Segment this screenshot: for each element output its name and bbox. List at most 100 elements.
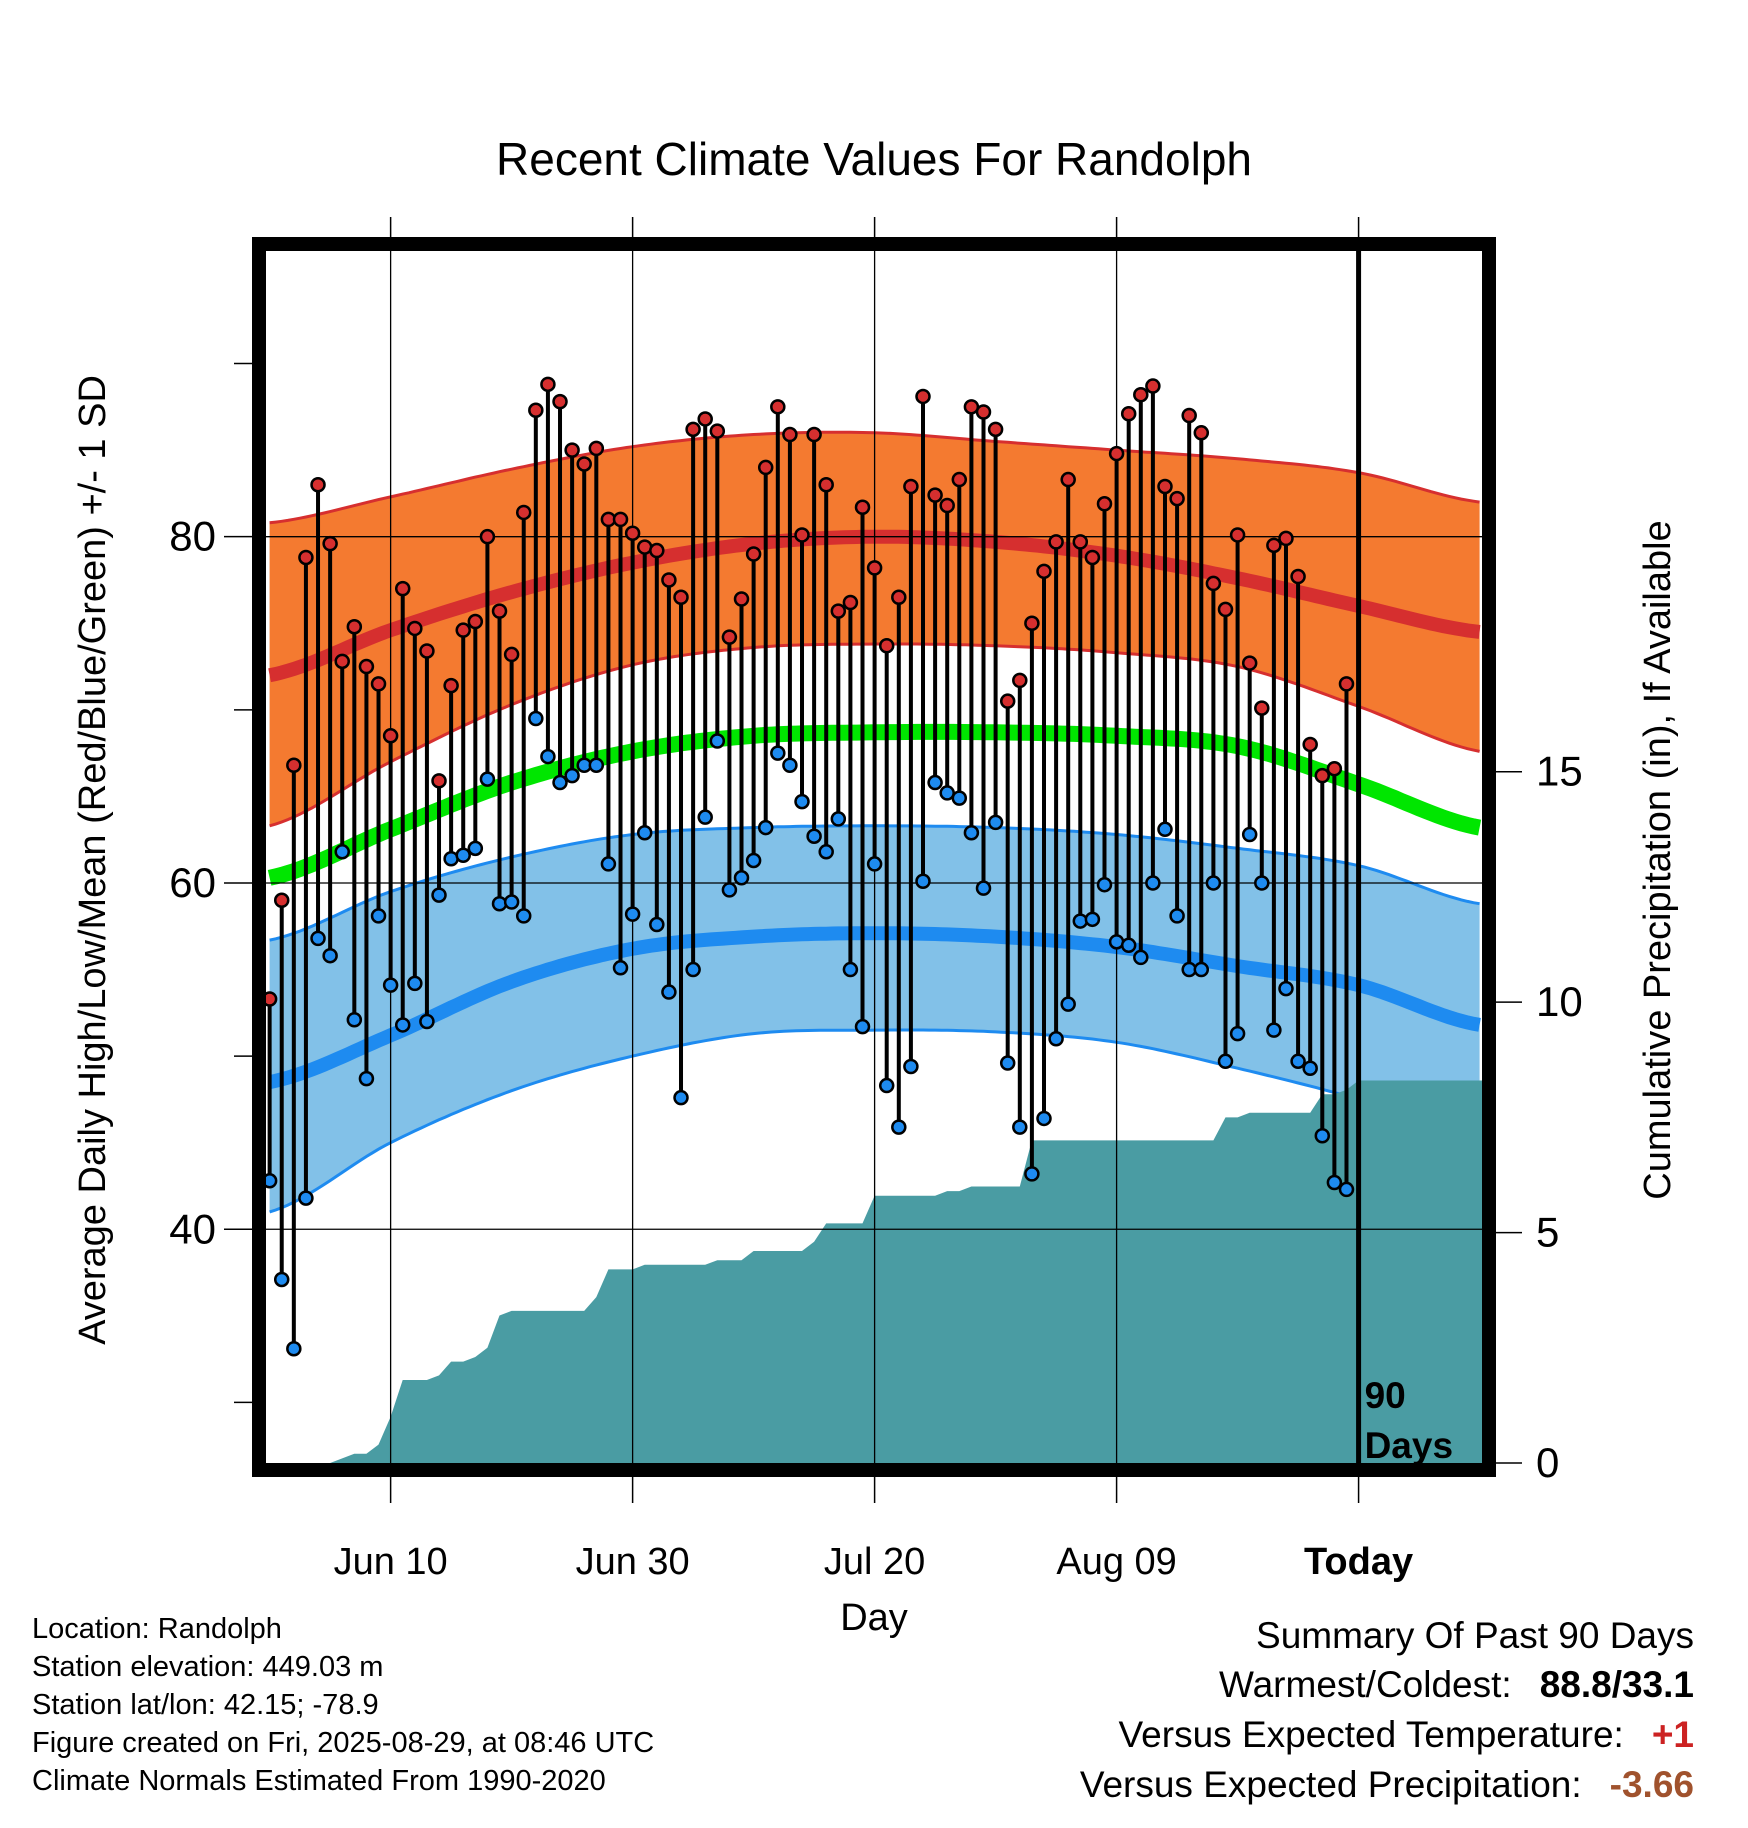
daily-low-point	[431, 887, 447, 903]
daily-high-point	[1181, 407, 1197, 424]
y-tick-label: 80	[169, 513, 216, 560]
daily-high-point	[612, 511, 629, 528]
daily-low-point	[866, 856, 883, 872]
daily-high-point	[878, 638, 895, 654]
daily-high-point	[1096, 496, 1113, 512]
daily-high-point	[394, 580, 411, 597]
x-tick-label: Aug 09	[1056, 1541, 1176, 1583]
daily-low-point	[745, 852, 762, 869]
daily-high-point	[733, 591, 750, 607]
daily-low-point	[600, 856, 617, 872]
y-tick-label: 60	[169, 859, 216, 906]
daily-high-point	[576, 456, 592, 472]
daily-low-point	[552, 774, 568, 791]
daily-low-point	[636, 825, 653, 841]
daily-low-point	[370, 908, 387, 924]
daily-high-point	[1326, 760, 1343, 777]
daily-high-point	[1048, 534, 1064, 550]
summary-title: Summary Of Past 90 Days	[1256, 1615, 1694, 1656]
daily-low-point	[878, 1077, 895, 1094]
daily-high-point	[1338, 676, 1355, 692]
daily-high-point	[298, 549, 314, 566]
daily-high-point	[322, 535, 338, 552]
daily-low-point	[987, 814, 1004, 831]
daily-high-point	[503, 646, 520, 663]
daily-high-point	[866, 560, 883, 576]
daily-high-point	[649, 542, 665, 559]
daily-high-point	[358, 658, 375, 675]
daily-high-point	[334, 653, 350, 670]
daily-high-point	[842, 594, 859, 611]
daily-low-point	[951, 790, 968, 806]
daily-low-point	[588, 757, 605, 773]
y2-tick-label: 5	[1536, 1209, 1559, 1256]
daily-high-point	[891, 589, 907, 606]
daily-high-point	[1266, 537, 1282, 554]
daily-high-point	[782, 426, 798, 443]
daily-high-point	[1241, 655, 1258, 671]
plot-area: 90 Days Jun 10 Jun 30 Jul 20 Aug 09 Today 40 60 8…	[169, 217, 1583, 1583]
daily-high-point	[685, 421, 701, 438]
daily-low-point	[298, 1190, 314, 1206]
daily-high-point	[1133, 386, 1149, 403]
daily-low-point	[770, 745, 786, 761]
daily-high-point	[528, 402, 544, 419]
x-tick-label: Today	[1304, 1541, 1413, 1583]
daily-low-point	[782, 757, 798, 773]
warmest-coldest-label: Warmest/Coldest:	[1219, 1664, 1512, 1705]
warmest-coldest-row: Warmest/Coldest: 88.8/33.1	[1080, 1660, 1694, 1710]
daily-high-point	[370, 676, 387, 692]
daily-high-point	[1205, 575, 1222, 592]
daily-low-point	[394, 1017, 411, 1033]
daily-low-point	[649, 916, 665, 933]
daily-low-point	[467, 840, 484, 857]
daily-high-point	[286, 757, 302, 773]
daily-low-point	[891, 1119, 907, 1135]
daily-high-point	[1060, 471, 1076, 488]
daily-low-point	[612, 960, 629, 976]
daily-high-point	[1217, 601, 1234, 618]
daily-high-point	[1278, 530, 1294, 547]
daily-high-point	[1290, 568, 1306, 585]
daily-low-point	[927, 774, 943, 791]
daily-high-point	[273, 892, 290, 909]
daily-low-point	[794, 793, 810, 810]
daily-high-point	[552, 393, 568, 410]
daily-low-point	[455, 847, 471, 864]
daily-low-point	[1024, 1166, 1040, 1182]
daily-low-point	[1120, 937, 1137, 954]
location-text: Location: Randolph	[32, 1613, 282, 1645]
daily-high-point	[407, 620, 423, 637]
daily-low-point	[310, 930, 326, 947]
daily-high-point	[1229, 527, 1246, 543]
daily-high-point	[1036, 563, 1052, 580]
daily-low-point	[407, 975, 423, 992]
today-days-label: 90	[1365, 1375, 1406, 1416]
daily-low-point	[757, 819, 774, 836]
daily-low-point	[624, 906, 641, 922]
daily-high-point	[1193, 425, 1210, 441]
daily-high-point	[1157, 478, 1173, 495]
today-days-label: Days	[1365, 1425, 1453, 1466]
daily-high-point	[999, 693, 1016, 709]
daily-high-point	[794, 527, 810, 543]
daily-low-point	[419, 1013, 435, 1030]
daily-high-point	[975, 404, 992, 420]
daily-low-point	[903, 1058, 919, 1075]
daily-low-point	[540, 748, 556, 765]
daily-high-point	[310, 476, 326, 493]
daily-low-point	[564, 767, 580, 784]
daily-low-point	[1145, 875, 1161, 891]
daily-low-point	[1084, 911, 1101, 928]
daily-high-point	[491, 603, 508, 619]
daily-low-point	[1314, 1128, 1331, 1144]
daily-low-point	[1254, 875, 1270, 891]
daily-low-point	[334, 844, 350, 860]
x-axis-label: Day	[840, 1597, 908, 1639]
daily-high-point	[673, 589, 689, 606]
daily-high-point	[1108, 445, 1125, 462]
daily-high-point	[903, 478, 919, 495]
daily-low-point	[1048, 1031, 1064, 1047]
daily-high-point	[1145, 378, 1161, 394]
chart-title: Recent Climate Values For Randolph	[496, 133, 1252, 185]
